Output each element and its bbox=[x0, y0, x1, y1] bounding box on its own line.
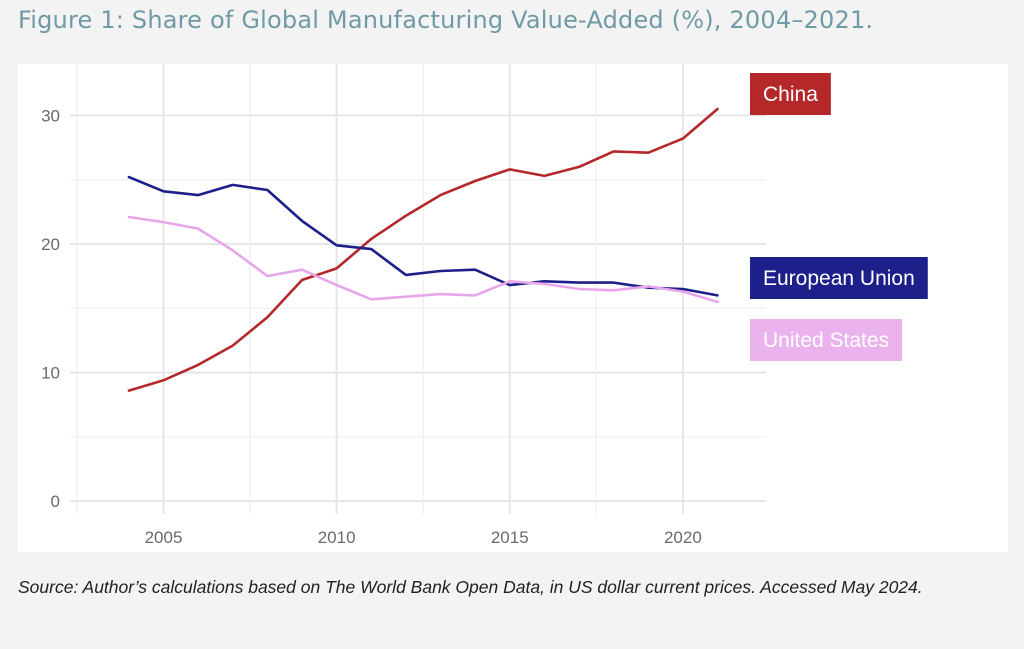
chart-panel: 0 10 20 30 2005 2010 2015 2020 China European U… bbox=[18, 64, 1008, 552]
series-labels: China European Union United States bbox=[750, 73, 928, 361]
y-tick-label: 10 bbox=[41, 364, 60, 383]
figure-title: Figure 1: Share of Global Manufacturing … bbox=[18, 6, 874, 34]
svg-text:China: China bbox=[763, 83, 818, 106]
x-tick-label: 2010 bbox=[318, 528, 356, 547]
x-tick-label: 2005 bbox=[145, 528, 183, 547]
series-line-china bbox=[127, 107, 719, 392]
x-tick-labels: 2005 2010 2015 2020 bbox=[145, 528, 702, 547]
svg-text:United States: United States bbox=[763, 329, 889, 352]
y-tick-label: 20 bbox=[41, 235, 60, 254]
series-label-china: China bbox=[750, 73, 831, 115]
series-line-united-states bbox=[127, 215, 719, 304]
y-tick-label: 0 bbox=[51, 492, 60, 511]
x-tick-label: 2020 bbox=[664, 528, 702, 547]
y-tick-label: 30 bbox=[41, 106, 60, 125]
series-label-united-states: United States bbox=[750, 319, 903, 361]
source-note: Source: Author’s calculations based on T… bbox=[18, 577, 923, 597]
y-tick-labels: 0 10 20 30 bbox=[41, 106, 60, 511]
series-label-european-union: European Union bbox=[750, 257, 928, 299]
line-chart: 0 10 20 30 2005 2010 2015 2020 China European U… bbox=[41, 64, 928, 547]
x-tick-label: 2015 bbox=[491, 528, 529, 547]
svg-text:European Union: European Union bbox=[763, 267, 915, 290]
series-lines bbox=[127, 107, 719, 392]
series-line-european-union bbox=[127, 175, 719, 297]
